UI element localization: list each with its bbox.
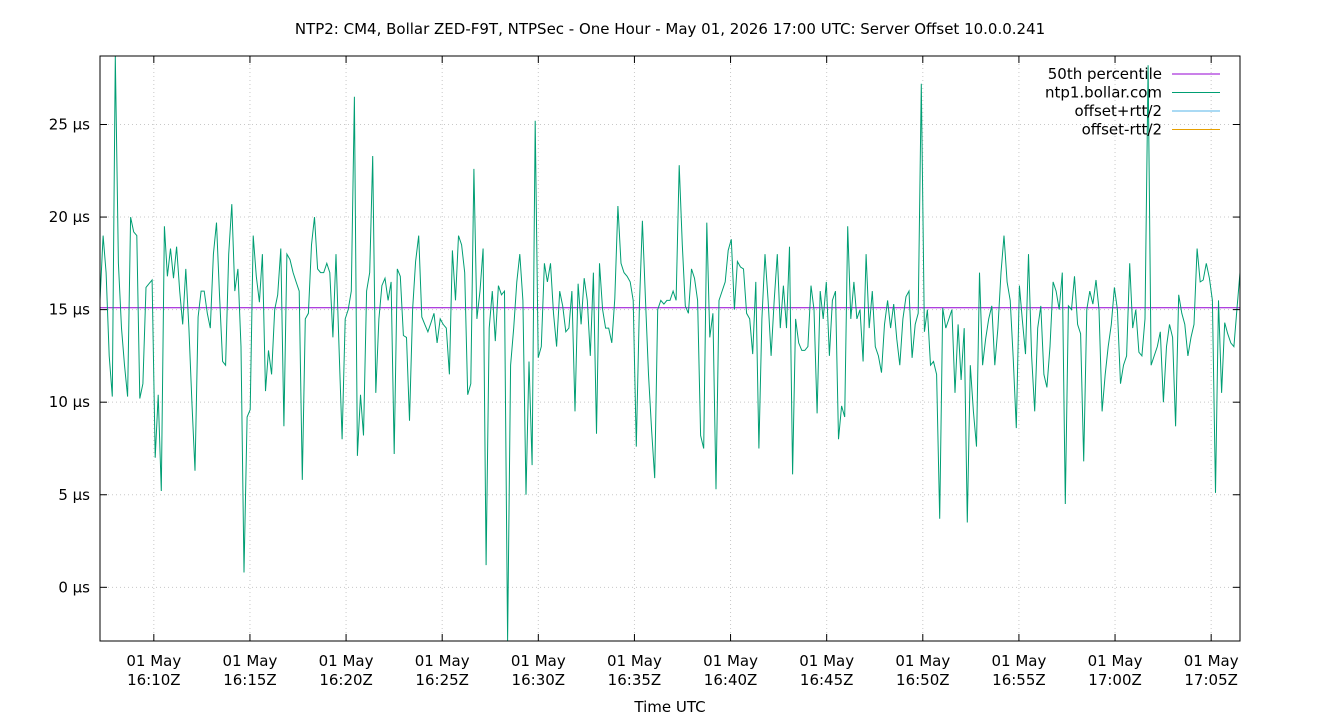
x-tick-label-date: 01 May (895, 652, 950, 670)
y-tick-label: 0 µs (58, 578, 90, 596)
x-tick-label-date: 01 May (607, 652, 662, 670)
x-tick-label-time: 16:50Z (896, 671, 950, 689)
x-tick-label-date: 01 May (799, 652, 854, 670)
y-tick-label: 10 µs (49, 393, 90, 411)
legend-label: offset+rtt/2 (1074, 102, 1162, 120)
legend: 50th percentilentp1.bollar.comoffset+rtt… (1045, 65, 1220, 139)
y-tick-label: 5 µs (58, 486, 90, 504)
x-tick-label-time: 16:15Z (223, 671, 277, 689)
plot-frame (99, 55, 1241, 642)
x-tick-label-time: 16:20Z (319, 671, 373, 689)
y-tick-label: 20 µs (49, 208, 90, 226)
x-tick-label-date: 01 May (703, 652, 758, 670)
series-ntp1-bollar-com (99, 55, 1241, 642)
x-tick-label-date: 01 May (415, 652, 470, 670)
grid-lines (100, 56, 1240, 641)
x-axis-label: Time UTC (633, 698, 705, 716)
x-tick-label-time: 16:30Z (512, 671, 566, 689)
x-tick-label-date: 01 May (223, 652, 278, 670)
legend-label: offset-rtt/2 (1082, 121, 1162, 139)
chart-title: NTP2: CM4, Bollar ZED-F9T, NTPSec - One … (295, 20, 1045, 38)
y-tick-label: 15 µs (49, 301, 90, 319)
x-tick-label-time: 16:25Z (415, 671, 469, 689)
x-tick-label-date: 01 May (1088, 652, 1143, 670)
x-tick-label-time: 17:05Z (1184, 671, 1238, 689)
x-tick-label-time: 16:55Z (992, 671, 1046, 689)
x-tick-label-date: 01 May (991, 652, 1046, 670)
x-tick-label-date: 01 May (126, 652, 181, 670)
x-tick-label-date: 01 May (511, 652, 566, 670)
x-tick-label-time: 16:10Z (127, 671, 181, 689)
legend-label: 50th percentile (1048, 65, 1162, 83)
x-tick-label-time: 16:35Z (608, 671, 662, 689)
y-tick-label: 25 µs (49, 115, 90, 133)
x-tick-label-date: 01 May (319, 652, 374, 670)
x-tick-label-time: 17:00Z (1088, 671, 1142, 689)
x-tick-label-date: 01 May (1184, 652, 1239, 670)
legend-label: ntp1.bollar.com (1045, 84, 1162, 102)
x-tick-label-time: 16:45Z (800, 671, 854, 689)
x-tick-label-time: 16:40Z (704, 671, 758, 689)
y-axis: 0 µs 5 µs 10 µs 15 µs 20 µs 25 µs (49, 115, 1240, 596)
